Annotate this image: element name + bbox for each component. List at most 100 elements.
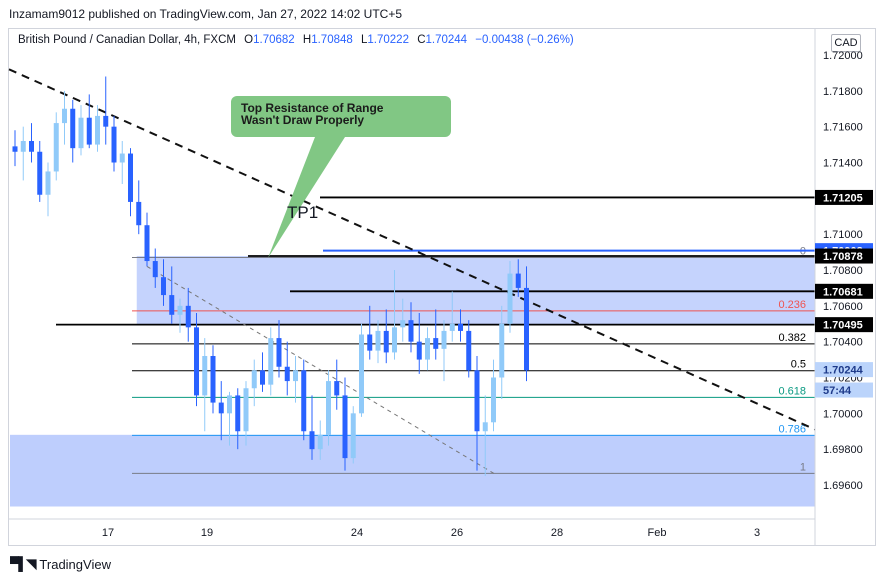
time-axis-tick: 17: [102, 527, 114, 539]
candle-body: [136, 201, 142, 226]
price-label: 1.70878: [823, 251, 863, 263]
close-label: C: [417, 34, 426, 46]
price-label-bg: [815, 189, 873, 205]
candle-body: [78, 117, 84, 149]
price-axis-tick: 1.69600: [823, 480, 863, 492]
candle-body: [144, 225, 150, 262]
price-label: 1.70495: [823, 320, 863, 332]
time-axis-tick: 19: [201, 527, 213, 539]
candle-body: [326, 381, 331, 435]
callout-line-1: Top Resistance of Range: [241, 101, 384, 115]
candle-body: [20, 141, 26, 152]
close-value: 1.70244: [425, 34, 468, 46]
price-label-bg: [815, 248, 873, 264]
price-label-bg: [815, 382, 873, 398]
high-label: H: [302, 34, 312, 46]
time-axis-tick: Feb: [648, 527, 667, 539]
fib-level-label: 0.236: [778, 299, 806, 311]
candle-body: [482, 422, 488, 432]
chart-frame: [8, 28, 876, 546]
candle-body: [301, 370, 307, 432]
currency-button[interactable]: CAD: [831, 34, 861, 52]
publisher-text: Inzamam9012 published on TradingView.com…: [9, 7, 403, 21]
price-axis-tick: 1.71000: [823, 229, 863, 241]
candle-body: [400, 320, 406, 328]
candle-body: [334, 381, 340, 396]
range-box-1: [136, 256, 815, 325]
range-box-2: [10, 434, 815, 507]
price-axis-tick: 1.71800: [823, 86, 863, 98]
fib-level-label: 0.786: [778, 423, 806, 435]
candle-body: [309, 431, 315, 450]
candle-body: [152, 261, 158, 278]
candle-body: [227, 395, 232, 414]
candle-body: [342, 395, 348, 459]
candle-body: [383, 330, 389, 353]
candle-body: [441, 330, 447, 349]
candle-body: [62, 108, 67, 124]
candle-body: [45, 171, 51, 195]
time-axis-tick: 28: [551, 527, 563, 539]
candle-body: [86, 117, 92, 145]
candle-body: [458, 323, 463, 331]
candle-body: [128, 153, 133, 202]
main-trendline: [8, 68, 816, 431]
candle-body: [392, 327, 397, 353]
price-axis-tick: 1.71600: [823, 122, 863, 134]
high-value: 1.70848: [311, 34, 353, 46]
candle-body: [408, 320, 414, 342]
price-axis-tick: 1.70600: [823, 301, 863, 313]
candle-body: [111, 126, 117, 163]
candle-body: [491, 377, 496, 423]
low-label: L: [361, 34, 368, 46]
callout-annotation: Top Resistance of Range Wasn't Draw Prop…: [231, 96, 451, 137]
candle-body: [177, 305, 183, 315]
candle-body: [499, 323, 505, 378]
candle-body: [243, 388, 249, 432]
tradingview-footer[interactable]: ▀▌◥ TradingView: [10, 556, 111, 572]
candle-body: [103, 115, 109, 127]
candle-body: [359, 334, 364, 414]
candle-body: [293, 370, 298, 382]
candle-body: [202, 356, 208, 396]
candle-body: [375, 330, 381, 351]
callout-pointer: [268, 137, 345, 258]
candle-body: [276, 338, 282, 367]
candle-body: [515, 273, 521, 288]
time-axis-tick: 3: [754, 527, 760, 539]
price-label: 57:44: [823, 385, 852, 397]
candle-body: [350, 413, 356, 459]
candle-body: [367, 334, 373, 351]
fib-level-label: 0.618: [778, 385, 806, 397]
time-axis-tick: 26: [451, 527, 463, 539]
candle-body: [235, 395, 241, 432]
fib-level-label: 1: [800, 461, 806, 473]
price-axis-tick: 1.72000: [823, 50, 863, 62]
tp1-label: TP1: [287, 203, 318, 222]
candle-body: [95, 115, 100, 145]
callout-line-2: Wasn't Draw Properly: [241, 113, 365, 127]
candle-body: [218, 402, 224, 414]
change-value: −0.00438 (−0.26%): [475, 34, 574, 46]
price-axis-tick: 1.70400: [823, 337, 863, 349]
candle-body: [119, 153, 125, 163]
candle-body: [161, 277, 166, 296]
candle-body: [507, 273, 513, 324]
candle-body: [268, 338, 274, 385]
time-axis-tick: 24: [351, 527, 363, 539]
candle-body: [12, 146, 18, 152]
candle-body: [449, 323, 455, 331]
price-axis-tick: 1.70000: [823, 408, 863, 420]
price-label-bg: [815, 283, 873, 299]
secondary-trendline: [146, 265, 496, 475]
candle-body: [29, 141, 34, 152]
candle-body: [70, 108, 76, 149]
open-value: 1.70682: [253, 34, 295, 46]
candle-body: [474, 370, 480, 432]
symbol-info: British Pound / Canadian Dollar, 4h, FXC…: [18, 34, 574, 46]
low-value: 1.70222: [367, 34, 409, 46]
fib-level-label: 0.5: [791, 359, 806, 371]
candle-body: [524, 287, 529, 371]
candle-body: [185, 305, 191, 328]
